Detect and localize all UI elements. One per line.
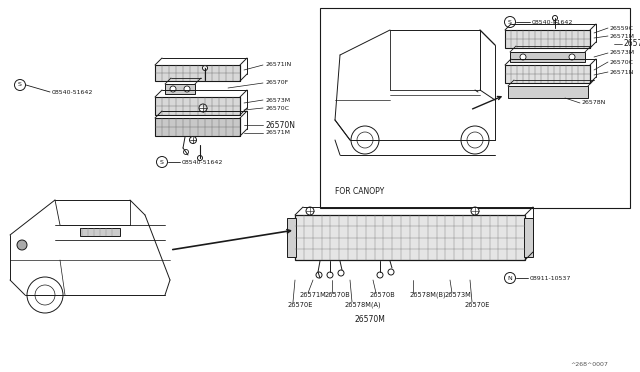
Text: S: S bbox=[18, 83, 22, 87]
Text: 26571IN: 26571IN bbox=[265, 62, 291, 67]
Circle shape bbox=[184, 150, 189, 154]
Circle shape bbox=[377, 272, 383, 278]
Circle shape bbox=[35, 285, 55, 305]
Text: 26573M: 26573M bbox=[445, 292, 472, 298]
Circle shape bbox=[202, 65, 207, 71]
Text: 26570B: 26570B bbox=[325, 292, 351, 298]
Text: 26570N: 26570N bbox=[624, 39, 640, 48]
Circle shape bbox=[461, 126, 489, 154]
Circle shape bbox=[184, 86, 190, 92]
Circle shape bbox=[170, 86, 176, 92]
Text: 08911-10537: 08911-10537 bbox=[530, 276, 572, 280]
Text: 26578M(A): 26578M(A) bbox=[345, 302, 381, 308]
Circle shape bbox=[351, 126, 379, 154]
Circle shape bbox=[316, 272, 322, 278]
Text: 26571M: 26571M bbox=[610, 33, 635, 38]
Circle shape bbox=[306, 207, 314, 215]
Bar bbox=[155, 97, 240, 115]
Text: 26570C: 26570C bbox=[265, 106, 289, 110]
Text: 26578M(B): 26578M(B) bbox=[410, 292, 447, 298]
Text: 26578N: 26578N bbox=[582, 100, 606, 106]
Circle shape bbox=[569, 54, 575, 60]
Text: N: N bbox=[508, 276, 513, 280]
Text: 26570N: 26570N bbox=[265, 121, 295, 129]
Text: ^268^0007: ^268^0007 bbox=[570, 362, 608, 368]
Bar bbox=[287, 218, 296, 257]
Text: 26570E: 26570E bbox=[288, 302, 314, 308]
Text: 26570M: 26570M bbox=[355, 315, 385, 324]
Text: 26573M: 26573M bbox=[265, 97, 290, 103]
Bar bbox=[510, 52, 585, 62]
Text: 08540-51642: 08540-51642 bbox=[532, 19, 573, 25]
Circle shape bbox=[189, 137, 196, 144]
Circle shape bbox=[504, 16, 515, 28]
Bar bbox=[508, 86, 588, 98]
Bar bbox=[155, 118, 240, 136]
Circle shape bbox=[15, 80, 26, 90]
Circle shape bbox=[157, 157, 168, 167]
Text: 26571M: 26571M bbox=[265, 131, 290, 135]
Text: S: S bbox=[160, 160, 164, 164]
Circle shape bbox=[327, 272, 333, 278]
Text: FOR CANOPY: FOR CANOPY bbox=[335, 187, 384, 196]
Text: 26573M: 26573M bbox=[610, 51, 635, 55]
Circle shape bbox=[338, 270, 344, 276]
Bar bbox=[320, 8, 630, 208]
Text: 26570F: 26570F bbox=[265, 80, 288, 86]
Circle shape bbox=[17, 240, 27, 250]
Circle shape bbox=[198, 155, 202, 160]
Circle shape bbox=[504, 273, 515, 283]
Text: 26571M: 26571M bbox=[300, 292, 327, 298]
Bar bbox=[505, 65, 590, 83]
Bar bbox=[80, 228, 120, 236]
Circle shape bbox=[27, 277, 63, 313]
Circle shape bbox=[520, 54, 526, 60]
Text: 26559C: 26559C bbox=[610, 26, 634, 31]
Bar bbox=[155, 65, 240, 81]
Circle shape bbox=[471, 207, 479, 215]
Circle shape bbox=[357, 132, 373, 148]
Circle shape bbox=[199, 104, 207, 112]
Text: 26571N: 26571N bbox=[610, 70, 634, 74]
Text: S: S bbox=[508, 19, 512, 25]
Circle shape bbox=[467, 132, 483, 148]
Circle shape bbox=[552, 16, 557, 20]
Bar bbox=[505, 30, 590, 48]
Bar bbox=[165, 84, 195, 94]
Text: 08540-51642: 08540-51642 bbox=[52, 90, 93, 94]
Text: 08540-51642: 08540-51642 bbox=[182, 160, 223, 164]
Text: 26570C: 26570C bbox=[610, 60, 634, 64]
Circle shape bbox=[388, 269, 394, 275]
Text: 26570B: 26570B bbox=[370, 292, 396, 298]
Bar bbox=[524, 218, 533, 257]
Bar bbox=[295, 215, 525, 260]
Text: 26570E: 26570E bbox=[465, 302, 490, 308]
